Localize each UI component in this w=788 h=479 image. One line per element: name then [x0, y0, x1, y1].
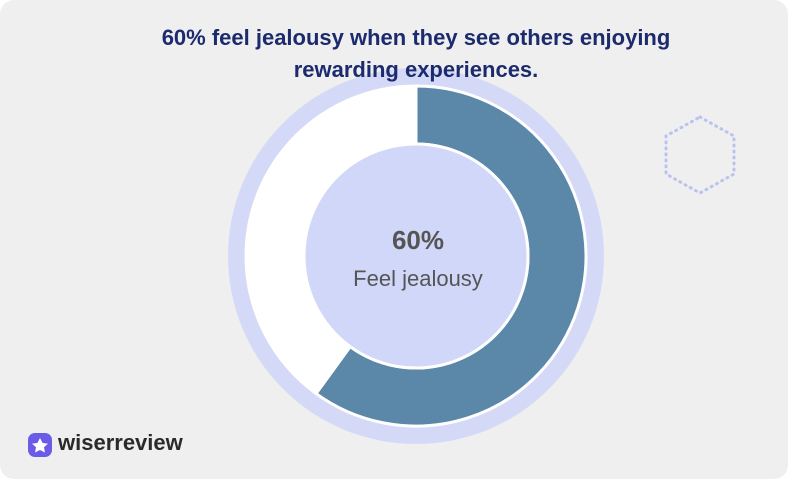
hexagon-decoration: [664, 115, 736, 195]
donut-hole: [302, 142, 530, 370]
chart-title: 60% feel jealousy when they see others e…: [161, 25, 671, 82]
center-value: 60%: [392, 225, 444, 255]
center-label: Feel jealousy: [353, 266, 483, 291]
brand-name: wiserreview: [58, 430, 183, 455]
brand-logo-star: [32, 438, 48, 453]
